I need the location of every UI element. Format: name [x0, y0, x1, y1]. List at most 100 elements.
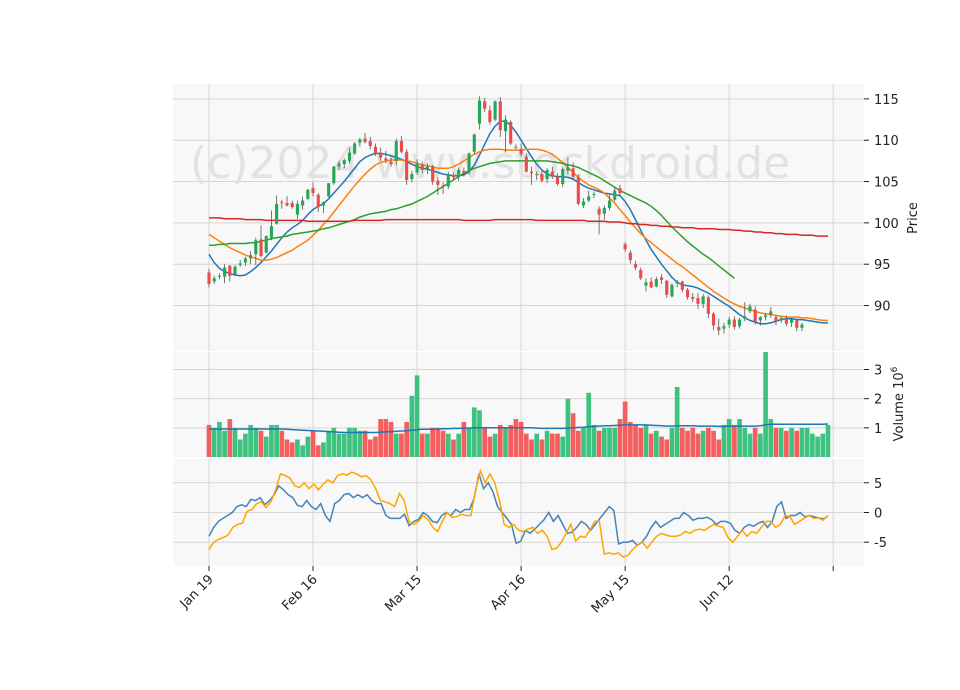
candle — [483, 98, 487, 113]
candle-body — [529, 171, 534, 174]
price-y-axis: 90 95 100 105 110 115 Price — [864, 93, 921, 315]
price-grid — [173, 84, 864, 351]
volume-bar — [825, 424, 831, 457]
volume-bar — [217, 422, 222, 457]
volume-bar — [445, 433, 451, 457]
volume-bar — [435, 427, 441, 457]
candle — [618, 184, 622, 196]
candle-body — [717, 327, 721, 331]
x-tick-label: May 15 — [589, 572, 633, 616]
candle-body — [306, 189, 310, 199]
volume-bar — [685, 430, 690, 457]
candle-body — [264, 236, 268, 253]
volume-bar — [373, 436, 378, 457]
candle-body — [415, 163, 419, 173]
candle-body — [649, 281, 653, 288]
volume-bar — [508, 424, 514, 457]
volume-bar — [752, 427, 758, 457]
volume-average-line — [209, 423, 829, 434]
candle-body — [441, 185, 445, 187]
moving-average-line — [208, 120, 828, 325]
candle — [269, 210, 273, 241]
candle-body — [644, 282, 648, 286]
candle-body — [743, 316, 747, 319]
candle — [633, 260, 638, 270]
oscillator-lines — [208, 468, 829, 558]
candle — [722, 322, 726, 334]
candle-body — [696, 298, 700, 304]
candle-body — [758, 317, 762, 321]
candle — [800, 322, 804, 332]
candle-body — [488, 110, 492, 123]
candle-body — [212, 278, 216, 282]
candle-body — [769, 311, 773, 315]
candle-body — [275, 203, 279, 224]
candle-body — [342, 160, 346, 165]
candle — [420, 161, 424, 174]
candle — [264, 235, 268, 254]
volume-bar — [336, 433, 342, 457]
candle-body — [670, 284, 674, 297]
candle-body — [280, 202, 284, 204]
candle — [223, 264, 227, 284]
volume-bar — [820, 433, 826, 457]
candle — [769, 307, 773, 318]
candle — [295, 200, 299, 219]
y-tick-label: 5 — [874, 477, 882, 492]
volume-bar — [409, 395, 415, 457]
volume-bar — [534, 433, 540, 457]
candle-body — [405, 151, 409, 180]
candle — [467, 152, 471, 175]
candle-body — [285, 203, 289, 206]
candle — [519, 143, 523, 157]
candle — [644, 278, 648, 292]
candle — [597, 206, 601, 235]
candle-body — [462, 170, 466, 174]
volume-bar — [747, 433, 753, 457]
volume-bar — [726, 419, 732, 457]
candle — [259, 225, 263, 258]
candle — [743, 302, 747, 322]
candle — [306, 188, 310, 200]
candle-body — [384, 158, 388, 161]
candle — [727, 317, 731, 328]
candle-body — [639, 269, 643, 279]
volume-bar — [539, 439, 545, 457]
volume-bar — [237, 439, 243, 457]
volume-bar — [700, 430, 706, 457]
volume-bar — [321, 442, 326, 457]
volume-y-axis-label-exponent: 6 — [890, 366, 900, 372]
y-tick-label: 0 — [874, 507, 882, 522]
candle-body — [228, 265, 232, 276]
candle — [389, 157, 393, 167]
candle-body — [503, 119, 508, 132]
oscillator-line — [208, 473, 829, 547]
volume-bar — [789, 427, 794, 457]
candle-body — [379, 152, 383, 158]
candle-body — [509, 122, 513, 144]
volume-bar — [425, 433, 430, 457]
y-tick-label: -5 — [874, 536, 887, 551]
candle — [712, 312, 716, 331]
volume-bar — [263, 436, 269, 457]
volume-bar — [669, 427, 675, 457]
candle — [758, 316, 762, 326]
volume-bar — [295, 439, 300, 457]
candle — [592, 191, 596, 199]
candle-body — [784, 318, 788, 324]
candle — [373, 143, 378, 156]
candle-body — [290, 203, 294, 208]
candle-body — [613, 190, 617, 200]
volume-bars — [206, 352, 831, 457]
candle-body — [311, 188, 315, 194]
candle-body — [722, 326, 726, 329]
candle — [561, 167, 565, 188]
candle — [717, 318, 721, 336]
candle — [535, 171, 539, 180]
volume-bar — [258, 430, 264, 457]
candle-body — [545, 169, 549, 180]
candle-body — [363, 138, 367, 142]
y-tick-label: 115 — [874, 93, 899, 108]
candle — [587, 190, 591, 203]
volume-bar — [289, 442, 295, 457]
